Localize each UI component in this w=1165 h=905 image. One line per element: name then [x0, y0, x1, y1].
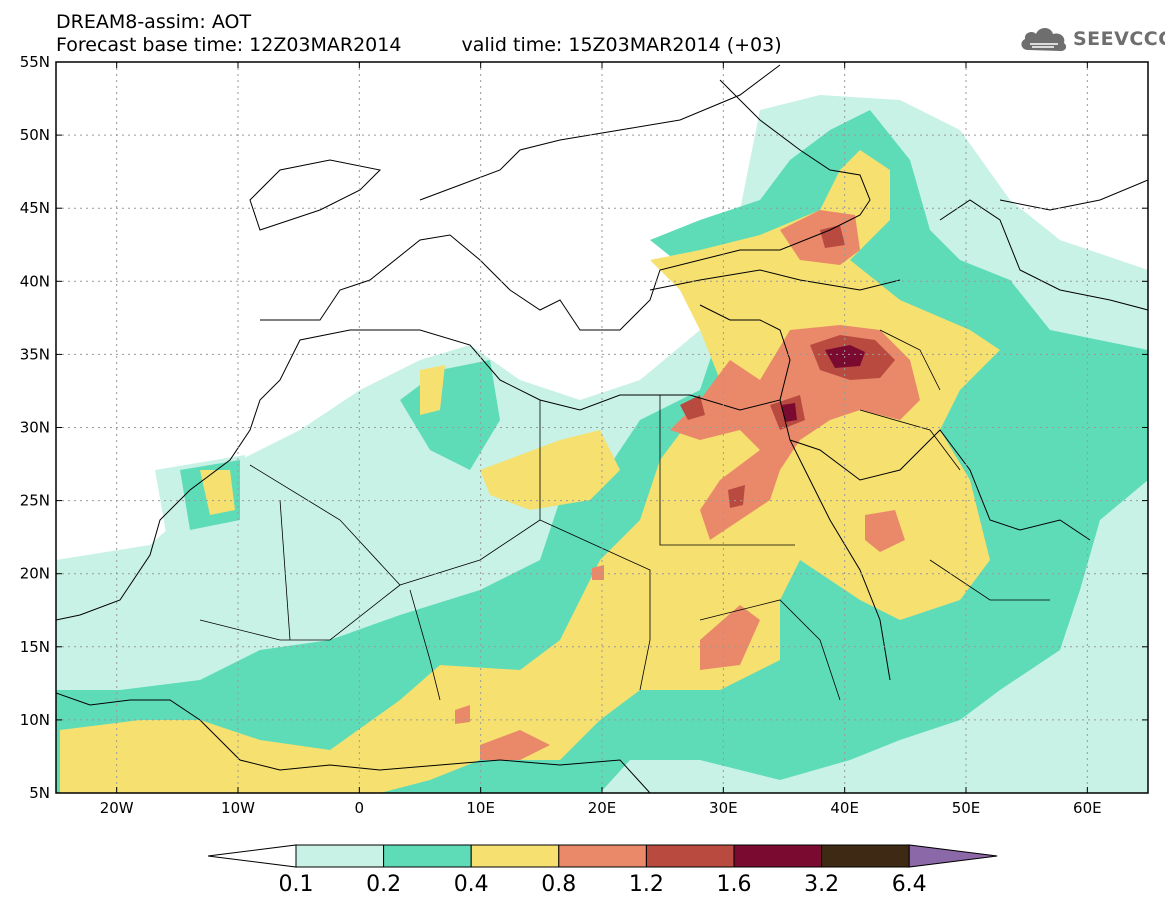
aot-level-0.4: [60, 150, 1000, 793]
colorbar-swatch: [295, 844, 385, 868]
colorbar-label: 6.4: [892, 872, 927, 897]
map-title: DREAM8-assim: AOT: [56, 11, 252, 33]
borders: [199, 329, 1050, 701]
valid-time: valid time: 15Z03MAR2014 (+03): [461, 34, 782, 56]
coastlines: [56, 64, 1148, 793]
map-subtitle: Forecast base time: 12Z03MAR2014 valid ti…: [56, 34, 782, 56]
logo-text: SEEVCCC: [1073, 28, 1165, 50]
colorbar-label: 0.1: [279, 872, 314, 897]
base-time: Forecast base time: 12Z03MAR2014: [56, 34, 402, 56]
lat-tick-label: 30N: [20, 419, 50, 437]
colorbar-swatch: [821, 844, 910, 868]
lat-tick-label: 15N: [20, 638, 50, 656]
colorbar-swatch: [383, 844, 472, 868]
lat-tick-label: 20N: [20, 565, 50, 583]
lon-tick-label: 10E: [466, 799, 495, 817]
seevccc-logo: SEEVCCC: [1018, 22, 1165, 56]
colorbar-label: 1.6: [717, 872, 752, 897]
lat-tick-label: 40N: [20, 272, 50, 290]
colorbar-label: 1.2: [629, 872, 664, 897]
lon-tick-label: 50E: [952, 799, 981, 817]
colorbar-label: 3.2: [804, 872, 839, 897]
lon-tick-label: 20E: [588, 799, 617, 817]
lon-tick-label: 60E: [1073, 799, 1102, 817]
lat-tick-label: 25N: [20, 492, 50, 510]
colorbar-swatch: [470, 844, 560, 868]
lat-tick-label: 35N: [20, 345, 50, 363]
lon-axis: 20W 10W 0 10E 20E 30E 40E 50E 60E: [100, 62, 1102, 817]
lat-tick-label: 50N: [20, 126, 50, 144]
lat-tick-label: 5N: [29, 784, 50, 802]
colorbar-over-arrow: [908, 844, 998, 868]
lon-tick-label: 20W: [100, 799, 134, 817]
lon-tick-label: 30E: [709, 799, 738, 817]
colorbar-label: 0.4: [454, 872, 489, 897]
colorbar: 0.1 0.2 0.4 0.8 1.2 1.6 3.2 6.4: [207, 844, 998, 897]
aot-field: [56, 64, 1148, 793]
colorbar-swatch: [733, 844, 823, 868]
lat-tick-label: 10N: [20, 711, 50, 729]
lat-tick-label: 55N: [20, 53, 50, 71]
cloud-logo-icon: [1021, 28, 1067, 51]
lon-tick-label: 40E: [830, 799, 859, 817]
colorbar-swatch: [645, 844, 735, 868]
lon-tick-label: 10W: [221, 799, 255, 817]
colorbar-swatch: [558, 844, 647, 868]
lat-axis: 55N 50N 45N 40N 35N 30N 25N 20N 15N 10N 5N: [20, 53, 1148, 802]
colorbar-label: 0.2: [366, 872, 401, 897]
colorbar-label: 0.8: [541, 872, 576, 897]
colorbar-under-arrow: [207, 844, 297, 868]
lon-tick-label: 0: [355, 799, 365, 817]
lat-tick-label: 45N: [20, 199, 50, 217]
grid-lines: [56, 62, 1148, 793]
